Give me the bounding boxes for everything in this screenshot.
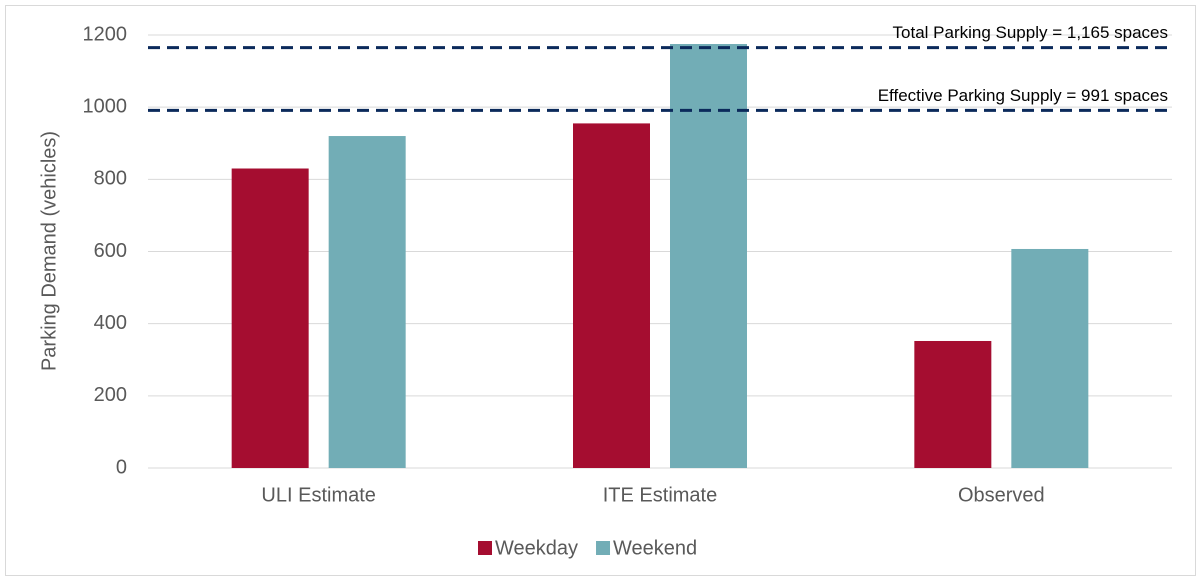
bar: [670, 44, 747, 468]
bar: [1011, 248, 1089, 468]
legend-label: Weekday: [495, 537, 578, 559]
bar: [231, 168, 309, 468]
reference-label: Total Parking Supply = 1,165 spaces: [893, 23, 1168, 42]
y-tick-label: 600: [94, 240, 127, 262]
bar: [914, 340, 992, 468]
y-tick-label: 400: [94, 312, 127, 334]
x-tick-label: Observed: [958, 484, 1045, 506]
bar: [573, 123, 650, 468]
legend-swatch: [596, 541, 611, 555]
y-axis-label: Parking Demand (vehicles): [38, 131, 60, 371]
y-tick-label: 1200: [83, 23, 128, 45]
legend-label: Weekend: [613, 537, 697, 559]
legend-swatch: [478, 541, 492, 555]
reference-label: Effective Parking Supply = 991 spaces: [878, 86, 1168, 105]
y-tick-label: 800: [94, 168, 127, 190]
y-tick-label: 200: [94, 384, 127, 406]
x-tick-label: ULI Estimate: [261, 484, 375, 506]
bar: [328, 136, 406, 469]
y-tick-label: 0: [116, 456, 127, 478]
x-tick-label: ITE Estimate: [603, 484, 717, 506]
y-tick-label: 1000: [83, 95, 128, 117]
